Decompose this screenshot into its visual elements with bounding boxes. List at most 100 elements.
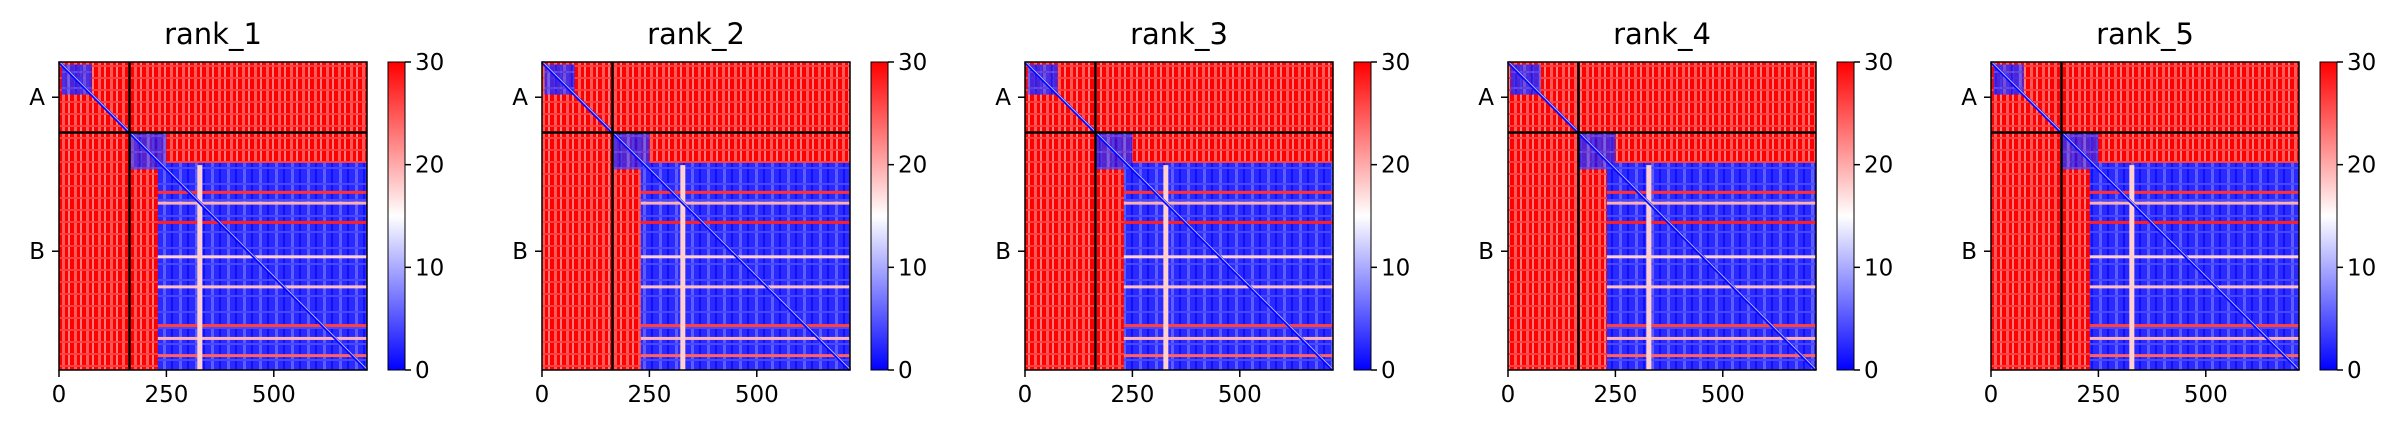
heatmap-row-stripe <box>640 336 850 340</box>
heatmap-row-stripe <box>1606 220 1816 224</box>
chain-label-B: B <box>995 239 1011 265</box>
heatmap-row-stripe <box>1606 201 1816 205</box>
chain-label-B: B <box>29 239 45 265</box>
heatmap-row-stripe <box>1123 285 1333 289</box>
chart-title: rank_5 <box>2096 17 2194 51</box>
x-tick-label: 500 <box>1218 382 1262 408</box>
heatmap-row-stripe <box>1606 255 1816 259</box>
heatmap-row-stripe <box>640 201 850 205</box>
heatmap-diagonal <box>1506 60 1818 372</box>
panel-rank_5: rank_5 A B 0 250 500 0 10 20 30 <box>1961 17 2376 408</box>
colorbar-tick-label: 20 <box>415 153 444 179</box>
chain-label-A: A <box>29 85 45 111</box>
heatmap-diagonal-highlight <box>1508 61 1817 370</box>
colorbar-tick-label: 10 <box>415 255 444 281</box>
colorbar-tick-label: 20 <box>1381 153 1410 179</box>
colorbar-tick-label: 0 <box>1381 358 1396 384</box>
heatmap-column-stripe <box>197 165 203 370</box>
heatmap-row-stripe <box>157 190 367 194</box>
heatmap-row-stripe <box>640 255 850 259</box>
heatmap-column-stripe <box>680 165 686 370</box>
plot-frame <box>58 61 368 371</box>
chain-label-B: B <box>512 239 528 265</box>
heatmap-row-stripe <box>157 201 367 205</box>
colorbar-tick-label: 30 <box>898 50 927 76</box>
colorbar-tick-label: 10 <box>1381 255 1410 281</box>
x-tick-label: 0 <box>1501 382 1516 408</box>
chart-title: rank_4 <box>1613 17 1711 51</box>
heatmap-row-stripe <box>2089 324 2299 328</box>
heatmap-column-stripe <box>2129 165 2135 370</box>
chart-title: rank_3 <box>1130 17 1228 51</box>
panel-rank_1: rank_1 A B 0 250 500 0 10 20 30 <box>29 17 444 408</box>
x-tick-label: 500 <box>1701 382 1745 408</box>
heatmap-row-stripe <box>1123 354 1333 358</box>
colorbar <box>870 61 889 371</box>
x-tick-label: 250 <box>2076 382 2120 408</box>
panel-rank_3: rank_3 A B 0 250 500 0 10 20 30 <box>995 17 1410 408</box>
chart-title: rank_2 <box>647 17 745 51</box>
chain-label-B: B <box>1478 239 1494 265</box>
chain-label-A: A <box>1478 85 1494 111</box>
heatmap-diagonal <box>540 60 852 372</box>
heatmap-row-stripe <box>640 324 850 328</box>
x-tick-label: 500 <box>735 382 779 408</box>
chart-title: rank_1 <box>164 17 262 51</box>
heatmap-diagonal-highlight <box>542 61 851 370</box>
colorbar-tick-label: 10 <box>898 255 927 281</box>
heatmap-row-stripe <box>1606 285 1816 289</box>
heatmap-row-stripe <box>1606 190 1816 194</box>
chain-label-B: B <box>1961 239 1977 265</box>
colorbar <box>1836 61 1855 371</box>
colorbar-tick-label: 10 <box>1864 255 1893 281</box>
heatmap-row-stripe <box>2089 201 2299 205</box>
heatmap-diagonal <box>57 60 369 372</box>
heatmap-row-stripe <box>640 354 850 358</box>
x-tick-label: 0 <box>1984 382 1999 408</box>
x-tick-label: 250 <box>144 382 188 408</box>
colorbar-tick-label: 0 <box>898 358 913 384</box>
heatmap-row-stripe <box>1606 336 1816 340</box>
colorbar-tick-label: 20 <box>2347 153 2376 179</box>
colorbar-tick-label: 30 <box>1381 50 1410 76</box>
heatmap-row-stripe <box>2089 190 2299 194</box>
heatmap-row-stripe <box>157 285 367 289</box>
heatmap-row-stripe <box>157 324 367 328</box>
heatmap-row-stripe <box>1606 324 1816 328</box>
x-tick-label: 500 <box>252 382 296 408</box>
colorbar <box>387 61 406 371</box>
chain-label-A: A <box>512 85 528 111</box>
x-tick-label: 250 <box>1110 382 1154 408</box>
chain-label-A: A <box>1961 85 1977 111</box>
heatmap-row-stripe <box>1123 255 1333 259</box>
x-tick-label: 0 <box>535 382 550 408</box>
colorbar <box>2319 61 2338 371</box>
heatmap-row-stripe <box>1606 354 1816 358</box>
heatmap-row-stripe <box>1123 201 1333 205</box>
heatmap-row-stripe <box>2089 220 2299 224</box>
colorbar-tick-label: 10 <box>2347 255 2376 281</box>
heatmap-row-stripe <box>640 220 850 224</box>
heatmap-diagonal <box>1023 60 1335 372</box>
heatmap-row-stripe <box>157 220 367 224</box>
heatmap-row-stripe <box>2089 285 2299 289</box>
heatmap-column-stripe <box>1163 165 1169 370</box>
colorbar-tick-label: 20 <box>898 153 927 179</box>
heatmap-diagonal-highlight <box>59 61 368 370</box>
colorbar-tick-label: 30 <box>2347 50 2376 76</box>
heatmap-row-stripe <box>1123 324 1333 328</box>
x-tick-label: 0 <box>1018 382 1033 408</box>
colorbar-tick-label: 30 <box>1864 50 1893 76</box>
plot-frame <box>1507 61 1817 371</box>
colorbar-tick-label: 0 <box>1864 358 1879 384</box>
plot-frame <box>1990 61 2300 371</box>
colorbar-tick-label: 0 <box>415 358 430 384</box>
plot-frame <box>1024 61 1334 371</box>
colorbar-tick-label: 20 <box>1864 153 1893 179</box>
heatmap-diagonal <box>1989 60 2301 372</box>
panel-rank_4: rank_4 A B 0 250 500 0 10 20 30 <box>1478 17 1893 408</box>
heatmap-row-stripe <box>2089 255 2299 259</box>
heatmap-row-stripe <box>1123 220 1333 224</box>
colorbar <box>1353 61 1372 371</box>
